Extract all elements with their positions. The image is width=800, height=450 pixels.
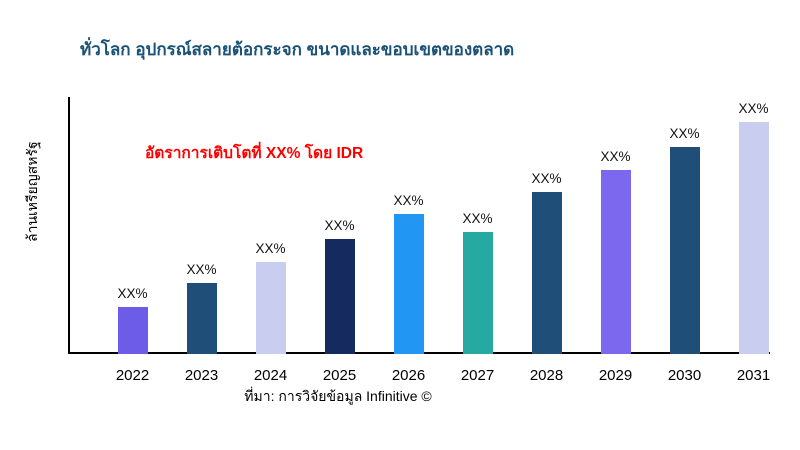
bar-value-label-2029: XX% xyxy=(600,149,631,164)
bar-column-2028: XX% 2028 xyxy=(512,171,581,384)
x-tick-2027: 2027 xyxy=(460,367,495,384)
bar-column-2022: XX% 2022 xyxy=(98,286,167,384)
bar-column-2029: XX% 2029 xyxy=(581,149,650,384)
x-tick-2029: 2029 xyxy=(598,367,633,384)
x-tick-2022: 2022 xyxy=(115,367,150,384)
x-tick-2024: 2024 xyxy=(253,367,288,384)
x-tick-2025: 2025 xyxy=(322,367,357,384)
bar-value-label-2023: XX% xyxy=(186,262,217,277)
x-tick-2030: 2030 xyxy=(667,367,702,384)
bars-track: XX% 2022 XX% 2023 XX% 2024 XX% 2025 XX% 2026 XX% 20… xyxy=(98,99,788,384)
bar-column-2025: XX% 2025 xyxy=(305,218,374,384)
bar-2026 xyxy=(393,214,424,354)
bar-column-2030: XX% 2030 xyxy=(650,126,719,384)
bar-2031 xyxy=(738,122,769,354)
growth-rate-annotation: อัตราการเติบโตที่ XX% โดย IDR xyxy=(145,145,364,162)
bar-value-label-2024: XX% xyxy=(255,241,286,256)
bar-value-label-2031: XX% xyxy=(738,101,769,116)
bar-2024 xyxy=(255,262,286,354)
bar-2030 xyxy=(669,147,700,354)
bar-value-label-2026: XX% xyxy=(393,193,424,208)
bar-2029 xyxy=(600,170,631,354)
bar-column-2027: XX% 2027 xyxy=(443,211,512,384)
bar-2023 xyxy=(186,283,217,354)
bar-value-label-2030: XX% xyxy=(669,126,700,141)
source-text: ที่มา: การวิจัยข้อมูล Infinitive © xyxy=(244,388,432,404)
bar-value-label-2027: XX% xyxy=(462,211,493,226)
bar-2022 xyxy=(117,307,148,354)
bar-column-2024: XX% 2024 xyxy=(236,241,305,384)
bar-value-label-2028: XX% xyxy=(531,171,562,186)
x-tick-2026: 2026 xyxy=(391,367,426,384)
plot-area: XX% 2022 XX% 2023 XX% 2024 XX% 2025 XX% 2026 XX% 20… xyxy=(68,97,770,384)
y-axis-label: ล้านเหรียญสหรัฐ xyxy=(24,141,40,242)
bar-2025 xyxy=(324,239,355,354)
bar-column-2026: XX% 2026 xyxy=(374,193,443,384)
chart-title: ทั่วโลก อุปกรณ์สลายต้อกระจก ขนาดและขอบเข… xyxy=(80,40,515,59)
bar-2027 xyxy=(462,232,493,354)
x-tick-2031: 2031 xyxy=(736,367,771,384)
x-tick-2023: 2023 xyxy=(184,367,219,384)
bar-column-2031: XX% 2031 xyxy=(719,101,788,384)
bar-value-label-2022: XX% xyxy=(117,286,148,301)
bar-value-label-2025: XX% xyxy=(324,218,355,233)
bar-column-2023: XX% 2023 xyxy=(167,262,236,384)
bar-2028 xyxy=(531,192,562,354)
x-tick-2028: 2028 xyxy=(529,367,564,384)
